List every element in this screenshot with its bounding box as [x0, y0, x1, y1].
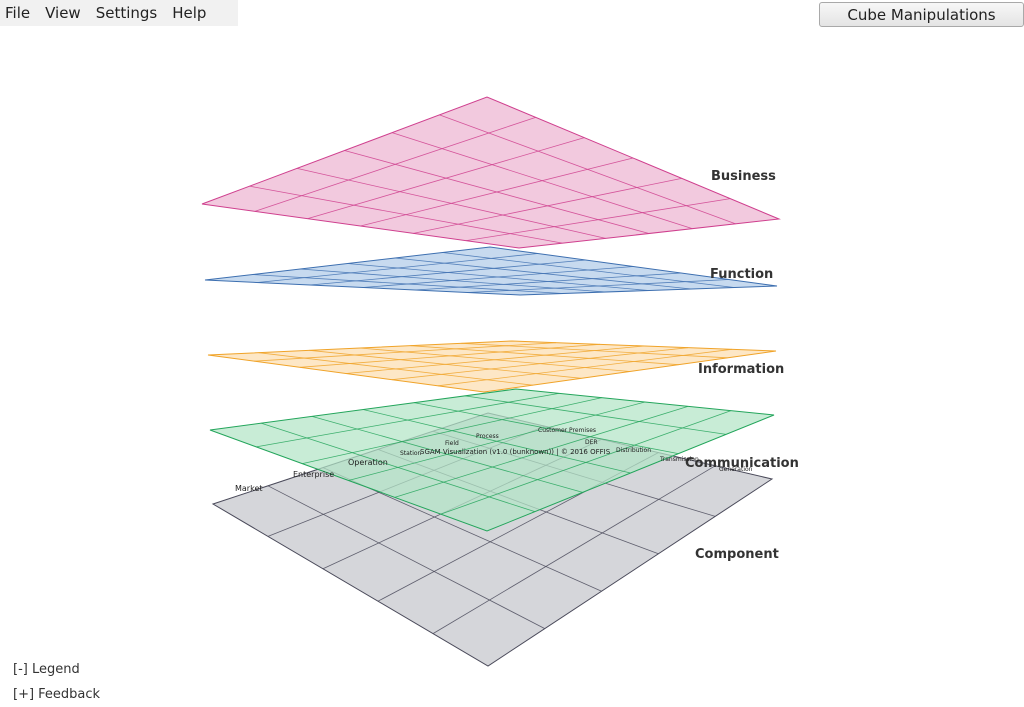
information-plane[interactable]	[207, 340, 777, 393]
communication-plane-grid	[256, 392, 732, 515]
zone-label-field: Field	[445, 440, 459, 447]
information-grid-line-v5	[437, 348, 733, 387]
business-label: Business	[711, 169, 776, 184]
communication-grid-line-v5	[440, 410, 732, 515]
domain-label-customer-premises: Customer Premises	[538, 427, 596, 434]
communication-plane[interactable]	[209, 388, 775, 532]
domain-label-transmission: Transmission	[659, 456, 699, 463]
menu-bar: File View Settings Help	[0, 0, 238, 26]
business-plane-grid	[249, 114, 736, 244]
information-label: Information	[698, 362, 784, 377]
component-label: Component	[695, 547, 779, 562]
function-plane[interactable]	[204, 246, 778, 296]
domain-label-generation: Generation	[719, 466, 753, 473]
zone-label-process: Process	[476, 433, 499, 440]
component-grid-line-u1	[267, 485, 545, 629]
zone-label-enterprise: Enterprise	[293, 470, 334, 479]
feedback-toggle[interactable]: [+] Feedback	[13, 687, 100, 702]
function-label: Function	[710, 267, 773, 282]
component-grid-line-v4	[432, 465, 716, 634]
information-plane-surface[interactable]	[207, 340, 777, 393]
business-grid-line-v5	[466, 198, 731, 242]
legend-toggle[interactable]: [-] Legend	[13, 662, 80, 677]
credit-text: SGAM Visualization (v1.0 (bunknown)) | ©…	[420, 448, 611, 456]
function-plane-surface[interactable]	[204, 246, 778, 296]
business-plane-surface[interactable]	[201, 96, 781, 249]
zone-label-operation: Operation	[348, 458, 388, 467]
communication-label: Communication	[685, 456, 799, 471]
feedback-toggle-label: [+] Feedback	[13, 687, 101, 702]
zone-label-market: Market	[235, 484, 263, 493]
menu-help[interactable]: Help	[172, 4, 207, 22]
function-plane-grid	[252, 252, 735, 294]
domain-label-distribution: Distribution	[616, 447, 651, 454]
menu-file[interactable]: File	[5, 4, 31, 22]
business-plane[interactable]	[201, 96, 781, 249]
information-plane-grid	[253, 342, 733, 387]
function-grid-line-v5	[467, 279, 730, 293]
menu-view[interactable]: View	[45, 4, 81, 22]
legend-toggle-label: [-] Legend	[13, 662, 80, 677]
domain-label-der: DER	[585, 439, 598, 446]
zone-label-station: Station	[400, 450, 422, 457]
menu-settings[interactable]: Settings	[95, 4, 158, 22]
domain-label-customer-premises-text: Customer Premises	[538, 427, 596, 434]
cube-manipulations-button[interactable]: Cube Manipulations	[819, 2, 1024, 27]
